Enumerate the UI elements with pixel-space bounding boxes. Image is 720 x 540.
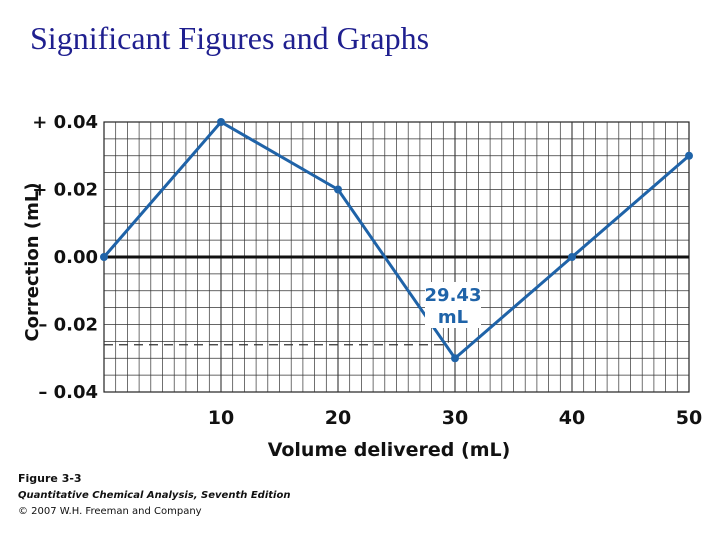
figure-caption: Figure 3-3 — [18, 472, 82, 485]
annotation-value-label: 29.43 — [425, 285, 482, 306]
x-tick-label: 40 — [559, 407, 585, 429]
copyright-caption: © 2007 W.H. Freeman and Company — [18, 506, 202, 517]
x-axis-title: Volume delivered (mL) — [268, 439, 511, 461]
y-axis-title: Correction (mL) — [22, 182, 43, 341]
data-point — [334, 185, 342, 194]
series-line — [102, 120, 690, 360]
data-point — [685, 151, 693, 160]
y-tick-label: – 0.02 — [38, 315, 98, 336]
annotation-unit-label: mL — [438, 307, 468, 328]
x-tick-label: 50 — [676, 407, 702, 429]
book-caption: Quantitative Chemical Analysis, Seventh … — [18, 490, 291, 501]
axis-layer: + 0.04 + 0.02 0.00 – 0.02 – 0.04 10 20 30 40 50 Vo… — [22, 112, 702, 461]
data-point — [568, 253, 576, 261]
x-tick-label: 10 — [208, 407, 234, 429]
y-tick-label: + 0.02 — [32, 180, 98, 201]
annotation-background — [425, 282, 481, 328]
x-tick-label: 30 — [442, 407, 468, 429]
data-point — [100, 253, 108, 261]
slide-title: Significant Figures and Graphs — [30, 20, 430, 56]
data-point — [451, 354, 459, 363]
data-point — [217, 118, 225, 126]
y-tick-label: + 0.04 — [32, 112, 98, 133]
data-layer — [100, 118, 693, 363]
y-tick-label: 0.00 — [54, 247, 98, 268]
x-tick-label: 20 — [325, 407, 351, 429]
y-tick-label: – 0.04 — [38, 382, 98, 403]
